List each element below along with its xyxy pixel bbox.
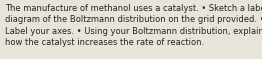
Text: The manufacture of methanol uses a catalyst. • Sketch a labelled
diagram of the : The manufacture of methanol uses a catal… <box>5 4 262 47</box>
